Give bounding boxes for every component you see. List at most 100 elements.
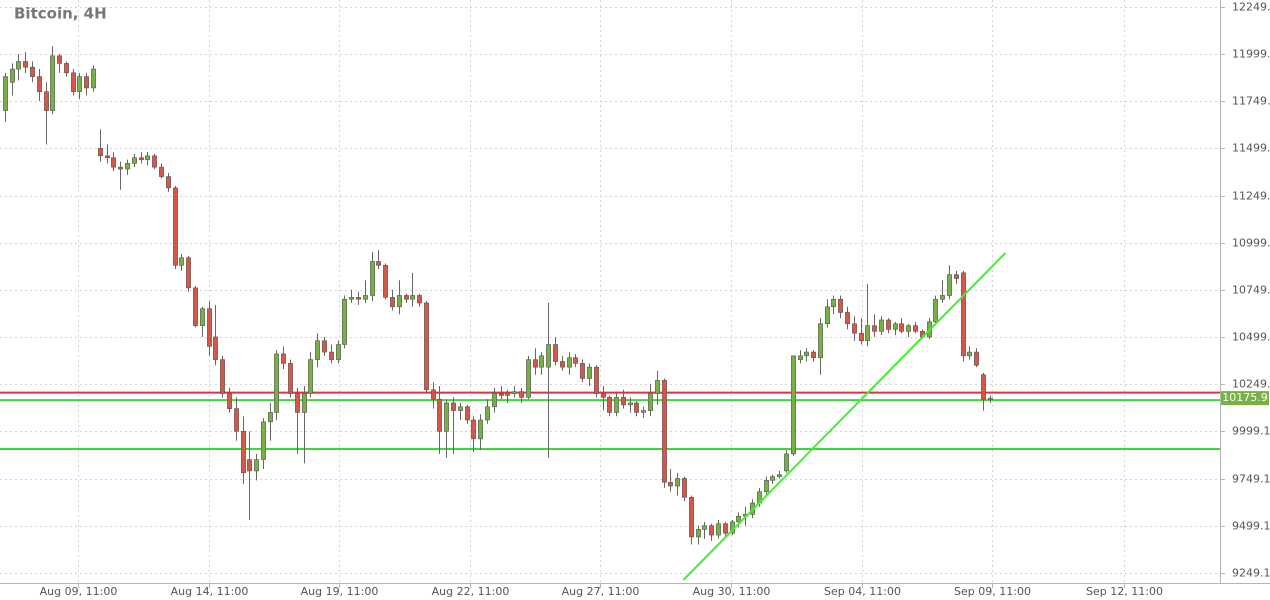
candle-body [281, 353, 286, 364]
candle-body [342, 298, 347, 345]
candle-body [356, 297, 361, 300]
candle-body [50, 55, 55, 111]
candle-body [410, 295, 415, 300]
candle-body [91, 68, 96, 89]
candle-body [179, 257, 184, 266]
candle-body [302, 393, 307, 413]
candle-body [376, 261, 381, 266]
candle-body [247, 459, 252, 472]
candle-body [363, 295, 368, 300]
candle-body [777, 474, 782, 477]
candle-body [675, 478, 680, 487]
candle-body [804, 351, 809, 357]
candle-body [193, 287, 198, 326]
candle-body [716, 523, 721, 536]
candle-body [825, 306, 830, 325]
candle-body [947, 274, 952, 296]
candle-body [397, 295, 402, 308]
chart-title: Bitcoin, 4H [14, 5, 107, 23]
y-tick-label: 9249.10 [1232, 567, 1270, 580]
candle-body [954, 274, 959, 279]
candle-body [736, 515, 741, 523]
candle-body [580, 363, 585, 379]
candle-body [838, 298, 843, 313]
candle-body [974, 351, 979, 366]
y-tick-label: 12249.1 [1232, 1, 1270, 14]
candle-body [145, 155, 150, 160]
candle-body [709, 525, 714, 536]
candle-body [553, 344, 558, 362]
candle-body [57, 55, 62, 64]
candle-body [988, 397, 993, 400]
x-tick-label: Sep 09, 11:00 [954, 585, 1031, 598]
candle-body [852, 323, 857, 334]
candle-body [213, 336, 218, 360]
candle-body [899, 323, 904, 332]
x-tick-label: Aug 14, 11:00 [171, 585, 249, 598]
x-tick-label: Sep 12, 11:00 [1086, 585, 1163, 598]
candle-body [872, 325, 877, 332]
candle-body [132, 157, 137, 164]
candle-body [268, 412, 273, 423]
candle-body [478, 419, 483, 440]
candle-body [390, 297, 395, 308]
candle-body [220, 359, 225, 394]
candle-body [933, 298, 938, 323]
candle-body [879, 319, 884, 332]
candle-body [764, 480, 769, 492]
candle-body [308, 359, 313, 394]
candle-body [505, 393, 510, 396]
candle-body [465, 406, 470, 421]
candle-body [16, 61, 21, 70]
candle-body [702, 525, 707, 530]
candle-body [696, 529, 701, 538]
candle-body [71, 72, 76, 92]
candle-body [404, 295, 409, 300]
candle-body [274, 353, 279, 413]
y-tick-label: 11499.1 [1232, 142, 1270, 155]
candle-body [383, 264, 388, 298]
candle-body [770, 476, 775, 481]
candle-body [207, 308, 212, 347]
candle-body [37, 76, 42, 92]
x-tick-label: Aug 22, 11:00 [432, 585, 510, 598]
candle-body [546, 344, 551, 368]
candle-body [227, 393, 232, 409]
candle-body [444, 402, 449, 432]
candle-body [886, 319, 891, 330]
candle-body [634, 402, 639, 413]
candle-body [791, 355, 796, 455]
y-tick-label: 10249.1 [1232, 378, 1270, 391]
candle-body [200, 308, 205, 326]
y-tick-label: 9749.10 [1232, 473, 1270, 486]
x-tick-label: Aug 19, 11:00 [301, 585, 379, 598]
candle-body [539, 355, 544, 368]
candle-body [30, 66, 35, 77]
candle-body [601, 393, 606, 398]
candle-body [499, 393, 504, 396]
candle-body [471, 419, 476, 440]
y-tick-label: 10749.1 [1232, 284, 1270, 297]
candle-body [10, 68, 15, 83]
candle-body [533, 359, 538, 368]
candle-body [981, 374, 986, 400]
candle-body [560, 361, 565, 368]
candle-body [526, 359, 531, 398]
candle-body [668, 481, 673, 487]
candle-body [166, 176, 171, 189]
candle-body [451, 402, 456, 411]
y-tick-label: 11749.1 [1232, 95, 1270, 108]
candle-body [811, 351, 816, 359]
candle-body [437, 398, 442, 432]
candle-body [98, 147, 103, 157]
candle-body [349, 297, 354, 300]
candle-body [329, 351, 334, 360]
candle-body [831, 298, 836, 308]
candle-body [118, 166, 123, 170]
candle-body [818, 323, 823, 359]
candle-body [336, 344, 341, 360]
candle-body [159, 166, 164, 177]
candle-body [567, 357, 572, 368]
